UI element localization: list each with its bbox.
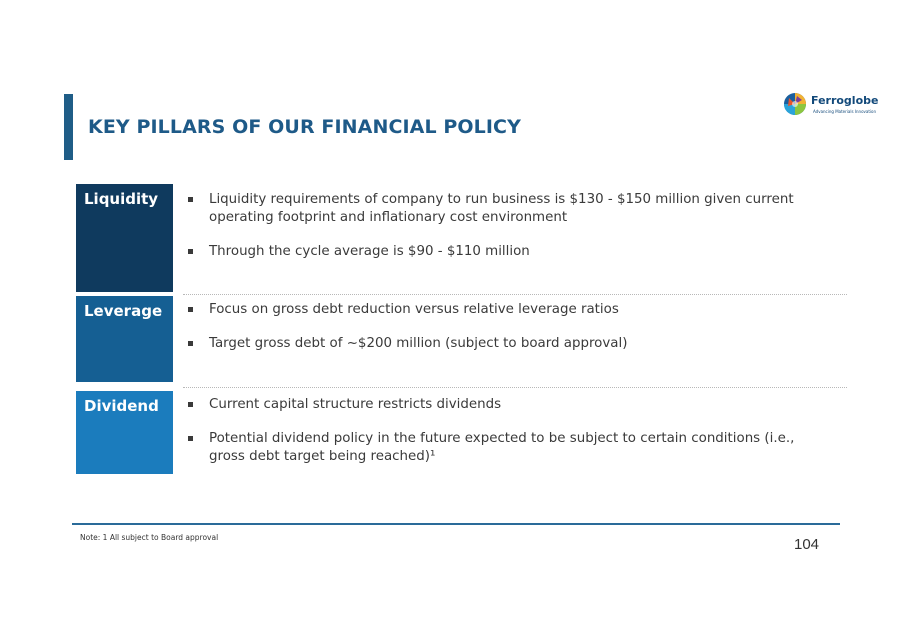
pillar-label: Leverage: [84, 302, 163, 320]
pillar-label: Dividend: [84, 397, 159, 415]
page-title: KEY PILLARS OF OUR FINANCIAL POLICY: [88, 116, 521, 138]
bullet-item: Current capital structure restricts divi…: [188, 396, 828, 414]
ferroglobe-logo-icon: [784, 93, 806, 115]
footnote: Note: 1 All subject to Board approval: [80, 533, 219, 542]
bullet-item: Focus on gross debt reduction versus rel…: [188, 301, 828, 319]
bullet-item: Through the cycle average is $90 - $110 …: [188, 243, 828, 261]
title-accent-bar: [64, 94, 73, 160]
logo-tagline: Advancing Materials Innovation: [813, 109, 876, 114]
company-logo: Ferroglobe Advancing Materials Innovatio…: [783, 92, 893, 120]
bullet-item: Target gross debt of ~$200 million (subj…: [188, 335, 828, 353]
section-divider: [183, 387, 847, 388]
pillar-dividend: Dividend: [76, 391, 173, 474]
leverage-bullets: Focus on gross debt reduction versus rel…: [188, 301, 828, 353]
bullet-item: Potential dividend policy in the future …: [188, 430, 828, 466]
footer-rule: [72, 523, 840, 525]
bullet-item: Liquidity requirements of company to run…: [188, 191, 828, 227]
dividend-bullets: Current capital structure restricts divi…: [188, 396, 828, 466]
logo-wordmark: Ferroglobe: [811, 94, 879, 107]
pillar-leverage: Leverage: [76, 296, 173, 382]
pillar-liquidity: Liquidity: [76, 184, 173, 292]
liquidity-bullets: Liquidity requirements of company to run…: [188, 191, 828, 261]
page-number: 104: [794, 536, 820, 553]
pillar-label: Liquidity: [84, 190, 159, 208]
section-divider: [183, 294, 847, 295]
